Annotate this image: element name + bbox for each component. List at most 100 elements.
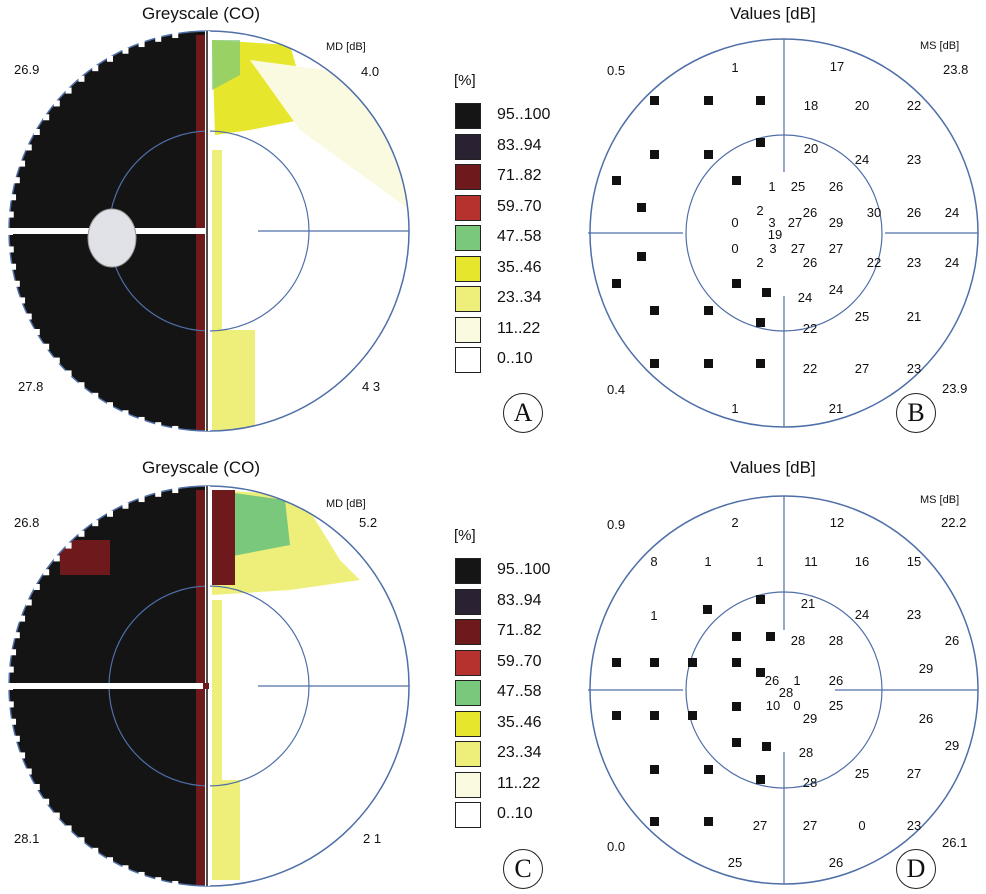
sensitivity-value: 20 — [804, 141, 818, 156]
no-response-marker — [756, 668, 765, 677]
legend-swatch — [455, 741, 481, 767]
sensitivity-value: 25 — [791, 179, 805, 194]
panel-d-corner-tl: 0.9 — [607, 517, 625, 532]
sensitivity-value: 0 — [731, 215, 738, 230]
edge-notch — [172, 881, 178, 887]
no-response-marker — [756, 359, 765, 368]
panel-b-corner-tr: 23.8 — [943, 62, 968, 77]
legend-swatch — [455, 256, 481, 282]
legend-swatch — [455, 711, 481, 737]
no-response-marker — [756, 138, 765, 147]
sensitivity-value: 18 — [804, 98, 818, 113]
no-response-marker — [732, 279, 741, 288]
no-response-marker — [650, 711, 659, 720]
sensitivity-value: 27 — [855, 361, 869, 376]
yellow-strip-a — [212, 150, 222, 330]
no-response-marker — [637, 252, 646, 261]
no-response-marker — [732, 176, 741, 185]
no-response-marker — [650, 306, 659, 315]
no-response-marker — [612, 658, 621, 667]
edge-notch — [26, 769, 32, 775]
legend-swatch — [455, 347, 481, 373]
no-response-marker — [704, 96, 713, 105]
edge-notch — [10, 649, 16, 655]
legend-swatch — [455, 619, 481, 645]
no-response-marker — [612, 279, 621, 288]
edge-notch — [78, 837, 84, 843]
sensitivity-value: 0 — [731, 241, 738, 256]
panel-c-corner-bl: 28.1 — [14, 831, 39, 846]
sensitivity-value: 12 — [830, 515, 844, 530]
edge-notch — [19, 616, 25, 622]
no-response-marker — [732, 702, 741, 711]
no-response-marker — [766, 632, 775, 641]
sensitivity-value: 1 — [704, 554, 711, 569]
legend-top-title: [%] — [454, 72, 476, 89]
sensitivity-value: 22 — [867, 255, 881, 270]
edge-notch — [8, 212, 14, 218]
horizontal-meridian-c — [0, 683, 205, 689]
sensitivity-value: 27 — [803, 818, 817, 833]
edge-notch — [19, 752, 25, 758]
sensitivity-value: 27 — [907, 766, 921, 781]
no-response-marker — [703, 605, 712, 614]
edge-notch — [54, 813, 60, 819]
edge-notch — [34, 329, 40, 335]
sensitivity-value: 1 — [731, 60, 738, 75]
edge-notch — [92, 520, 98, 526]
no-response-marker — [650, 150, 659, 159]
legend-label: 95..100 — [497, 106, 550, 124]
sensitivity-value: 1 — [793, 673, 800, 688]
edge-notch — [66, 825, 72, 831]
sensitivity-value: 21 — [829, 401, 843, 416]
edge-notch — [172, 32, 178, 38]
panel-c-title: Greyscale (CO) — [142, 458, 260, 478]
edge-notch — [54, 555, 60, 561]
edge-notch — [155, 491, 161, 497]
greyscale-plot-c — [0, 475, 409, 894]
edge-notch — [7, 229, 13, 235]
edge-notch — [14, 177, 20, 183]
sensitivity-value: 21 — [801, 596, 815, 611]
sensitivity-value: 26 — [945, 633, 959, 648]
edge-notch — [66, 543, 72, 549]
legend-swatch — [455, 225, 481, 251]
edge-notch — [78, 382, 84, 388]
sensitivity-value: 1 — [768, 179, 775, 194]
legend-swatch — [455, 558, 481, 584]
edge-notch — [14, 736, 20, 742]
no-response-marker — [732, 632, 741, 641]
legend-label: 0..10 — [497, 805, 533, 823]
sensitivity-value: 26 — [919, 711, 933, 726]
sensitivity-value: 24 — [855, 152, 869, 167]
sensitivity-value: 19 — [768, 227, 782, 242]
no-response-marker — [612, 711, 621, 720]
sensitivity-value: 23 — [907, 255, 921, 270]
sensitivity-value: 25 — [829, 698, 843, 713]
legend-label: 35..46 — [497, 259, 541, 277]
edge-notch — [92, 393, 98, 399]
sensitivity-value: 27 — [829, 241, 843, 256]
sensitivity-value: 28 — [779, 685, 793, 700]
no-response-marker — [704, 765, 713, 774]
no-response-marker — [612, 176, 621, 185]
blind-spot-a — [88, 209, 136, 267]
sensitivity-value: 15 — [907, 554, 921, 569]
legend-label: 83..94 — [497, 592, 541, 610]
sensitivity-value: 24 — [798, 290, 812, 305]
edge-notch — [43, 799, 49, 805]
sensitivity-value: 26 — [803, 255, 817, 270]
panel-b-corner-br: 23.9 — [942, 381, 967, 396]
edge-notch — [26, 599, 32, 605]
legend-label: 35..46 — [497, 714, 541, 732]
sensitivity-value: 28 — [799, 745, 813, 760]
sensitivity-value: 0 — [793, 698, 800, 713]
legend-label: 23..34 — [497, 289, 541, 307]
panel-b-title: Values [dB] — [730, 4, 816, 24]
panel-c-md-label: MD [dB] — [326, 498, 366, 510]
sensitivity-value: 25 — [855, 309, 869, 324]
sensitivity-value: 24 — [945, 205, 959, 220]
edge-notch — [8, 701, 14, 707]
panel-label-d: D — [896, 849, 936, 889]
